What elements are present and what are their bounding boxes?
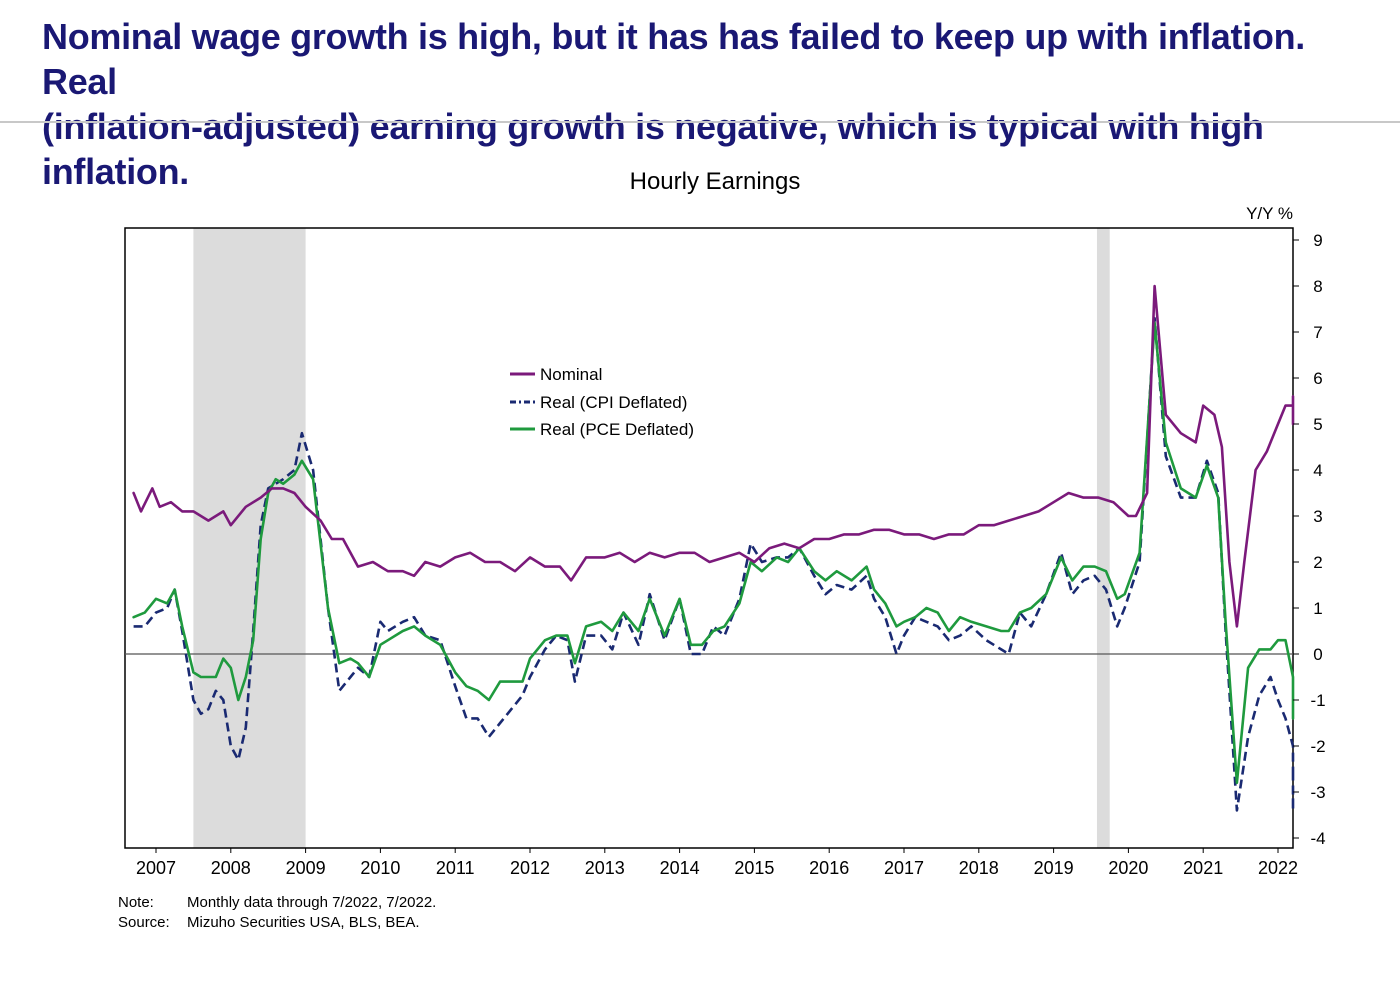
footnotes: Note: Monthly data through 7/2022, 7/202… (118, 893, 436, 933)
note-label: Note: (118, 894, 154, 911)
x-axis-ticks: 2007 2008 2009 2010 2011 2012 2013 2014 2015 2016… (136, 848, 1298, 878)
legend-label: Real (PCE Deflated) (540, 420, 694, 439)
series-line-nominal (132, 284, 1295, 628)
y-tick-label: 7 (1313, 323, 1322, 342)
headline-divider (0, 121, 1400, 123)
legend: Nominal Real (CPI Deflated) Real (PCE Defl… (510, 365, 694, 439)
x-tick-label: 2013 (585, 858, 625, 878)
y-tick-label: -2 (1310, 737, 1325, 756)
x-tick-label: 2014 (660, 858, 700, 878)
y-axis-unit-label: Y/Y % (1246, 204, 1293, 223)
plot-frame (124, 227, 1294, 849)
y-tick-label: 2 (1313, 553, 1322, 572)
y-tick-label: 9 (1313, 231, 1322, 250)
chart-title: Hourly Earnings (630, 168, 801, 195)
x-tick-label: 2012 (510, 858, 550, 878)
recession-band-1 (193, 228, 306, 848)
x-tick-label: 2018 (959, 858, 999, 878)
y-tick-label: 1 (1313, 599, 1322, 618)
legend-label: Nominal (540, 365, 602, 384)
note-text: Monthly data through 7/2022, 7/2022. (187, 894, 437, 911)
y-tick-label: -1 (1310, 691, 1325, 710)
y-tick-label: 3 (1313, 507, 1322, 526)
x-tick-label: 2016 (809, 858, 849, 878)
series-line-real-cpi-deflated (133, 316, 1295, 812)
headline-line-2: (inflation-adjusted) earning growth is n… (42, 106, 1264, 192)
x-tick-label: 2019 (1034, 858, 1074, 878)
y-tick-label: 5 (1313, 415, 1322, 434)
recession-band-2 (1096, 228, 1110, 848)
x-tick-label: 2017 (884, 858, 924, 878)
x-tick-label: 2011 (436, 858, 475, 878)
x-tick-label: 2020 (1108, 858, 1148, 878)
x-tick-label: 2008 (211, 858, 251, 878)
y-tick-label: -3 (1310, 783, 1325, 802)
series-group (132, 284, 1295, 812)
source-text: Mizuho Securities USA, BLS, BEA. (187, 914, 420, 931)
recession-bands (193, 228, 1110, 848)
legend-label: Real (CPI Deflated) (540, 393, 687, 412)
x-tick-label: 2009 (286, 858, 326, 878)
y-tick-label: 8 (1313, 277, 1322, 296)
y-tick-label: 0 (1313, 645, 1322, 664)
series-line-real-pce-deflated (132, 321, 1295, 785)
x-tick-label: 2021 (1183, 858, 1223, 878)
x-tick-label: 2022 (1258, 858, 1298, 878)
y-tick-label: 6 (1313, 369, 1322, 388)
headline: Nominal wage growth is high, but it has … (42, 14, 1372, 194)
x-tick-label: 2015 (734, 858, 774, 878)
source-label: Source: (118, 914, 170, 931)
y-tick-label: 4 (1313, 461, 1322, 480)
y-tick-label: -4 (1310, 829, 1325, 848)
x-tick-label: 2010 (360, 858, 400, 878)
x-tick-label: 2007 (136, 858, 176, 878)
headline-line-1: Nominal wage growth is high, but it has … (42, 16, 1305, 102)
y-axis-ticks: 9 8 7 6 5 4 3 2 1 0 -1 -2 -3 -4 (1293, 231, 1326, 848)
